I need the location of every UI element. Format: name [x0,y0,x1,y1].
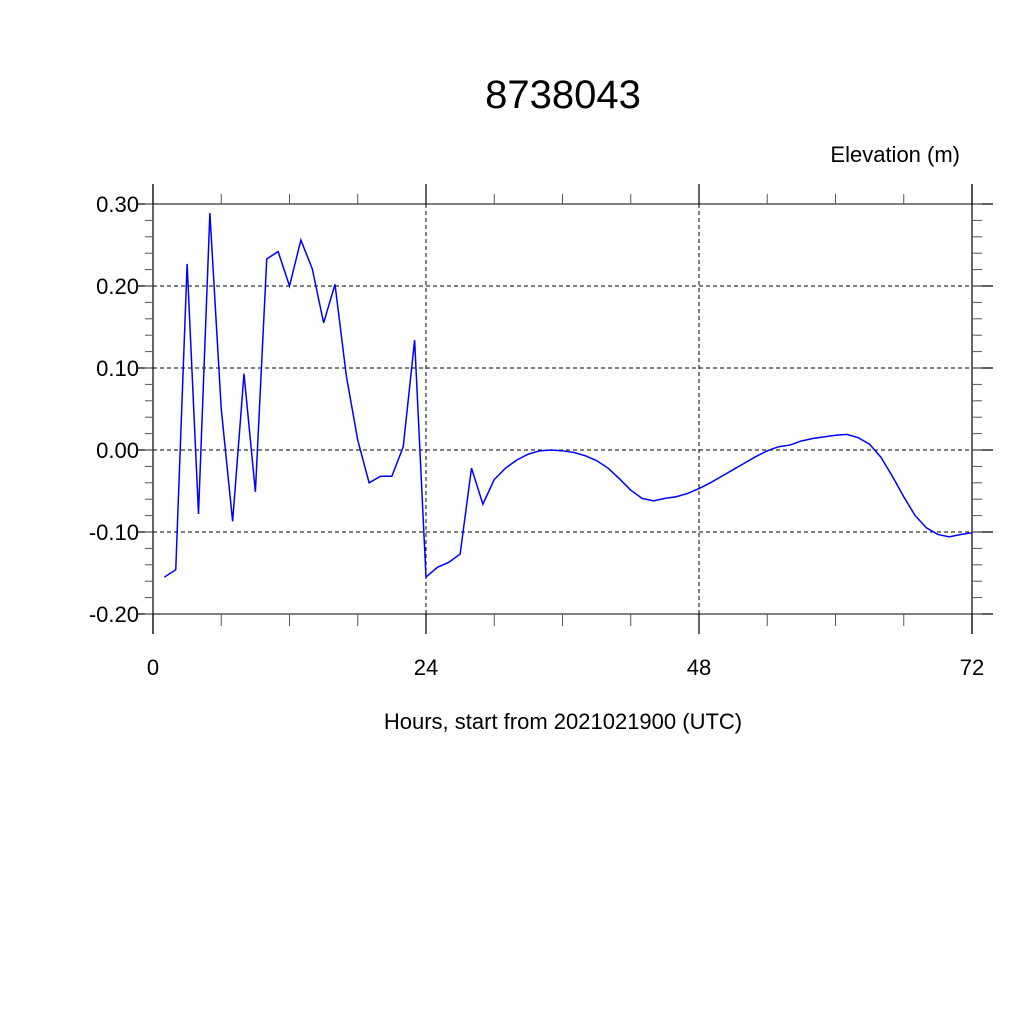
x-tick-label: 72 [960,655,984,680]
chart-title: 8738043 [485,73,641,117]
y-tick-label: 0.30 [96,192,139,217]
y-tick-label: 0.10 [96,356,139,381]
elevation-line [163,212,973,579]
y-tick-label: 0.00 [96,438,139,463]
y-tick-label: 0.20 [96,274,139,299]
x-tick-label: 0 [147,655,159,680]
x-tick-label: 48 [687,655,711,680]
y-tick-label: -0.10 [89,520,139,545]
y-tick-label: -0.20 [89,602,139,627]
x-tick-label: 24 [414,655,438,680]
x-axis-label: Hours, start from 2021021900 (UTC) [384,709,742,734]
y-axis-label: Elevation (m) [830,142,960,167]
